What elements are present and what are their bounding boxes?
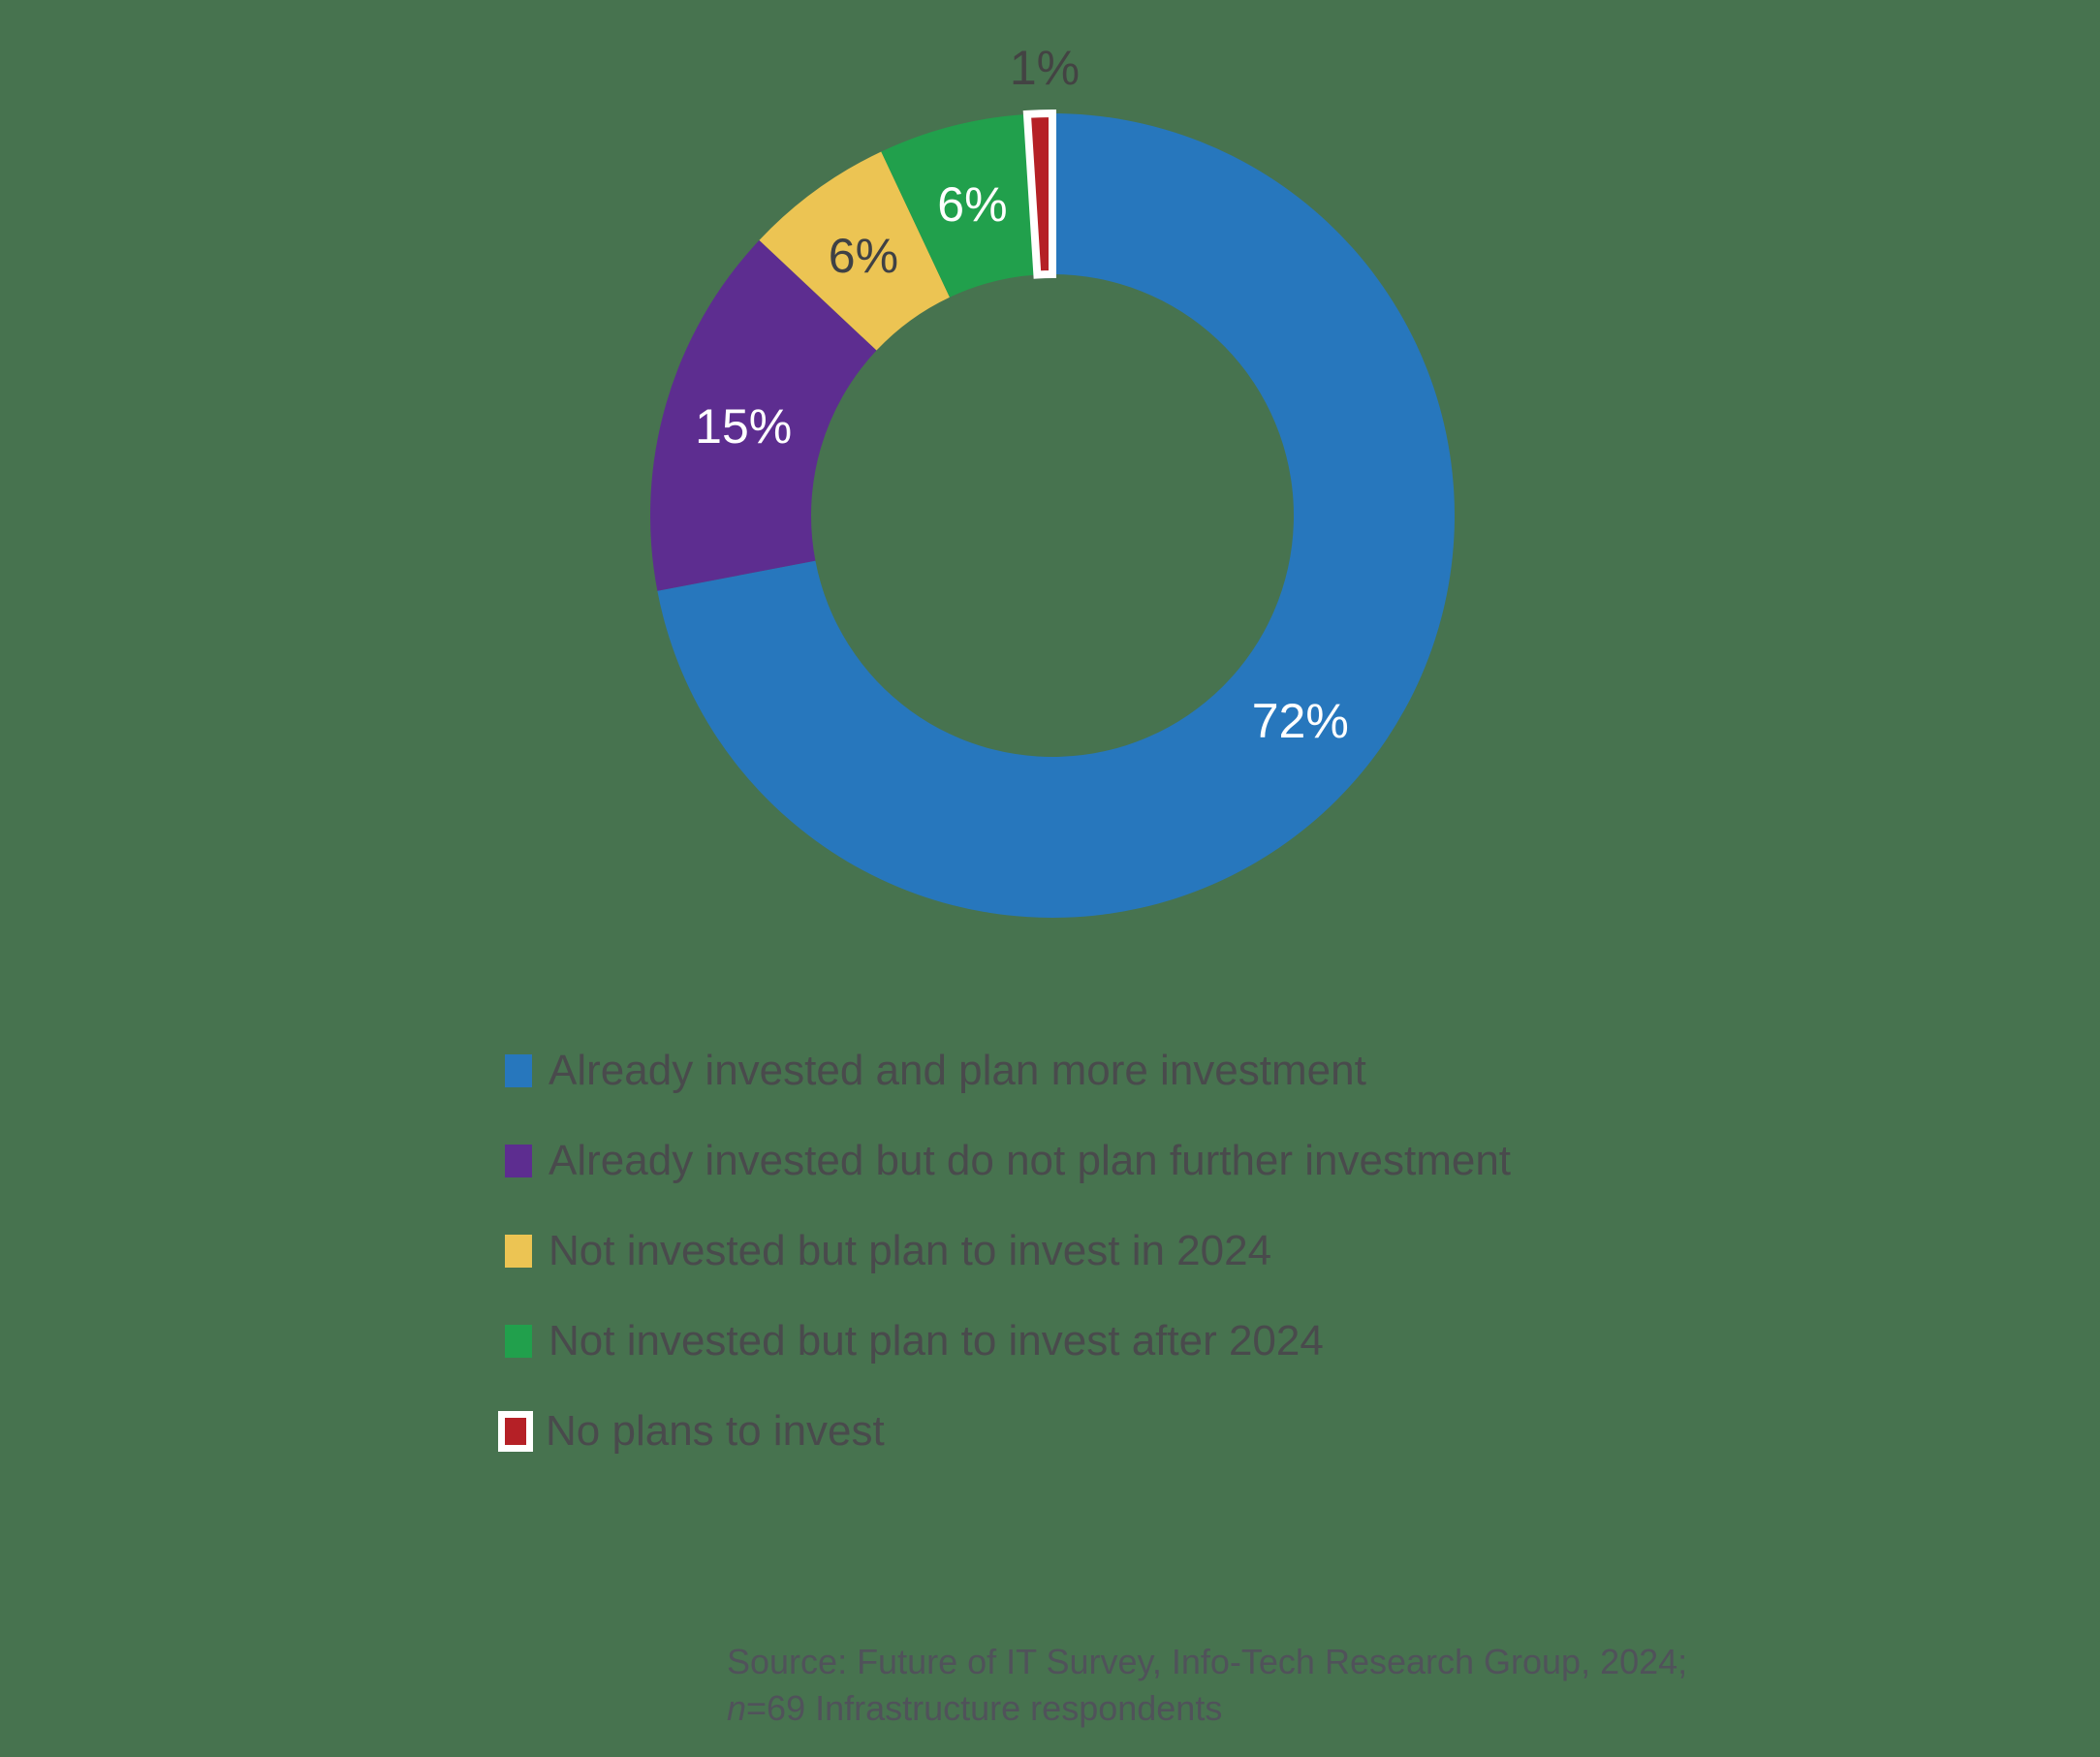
legend-swatch bbox=[505, 1054, 532, 1087]
legend-swatch bbox=[505, 1145, 532, 1177]
legend-item: Not invested but plan to invest in 2024 bbox=[505, 1230, 1511, 1272]
donut-slice-3 bbox=[759, 151, 950, 351]
source-note: Source: Future of IT Survey, Info-Tech R… bbox=[727, 1639, 1687, 1732]
slice-label-outside: 1% bbox=[1009, 41, 1081, 95]
donut-slice-4 bbox=[881, 113, 1038, 298]
legend-swatch bbox=[505, 1325, 532, 1358]
source-line-1: Source: Future of IT Survey, Info-Tech R… bbox=[727, 1642, 1688, 1681]
slice-label: 15% bbox=[695, 399, 792, 454]
source-line-2: n=69 Infrastructure respondents bbox=[727, 1688, 1223, 1728]
donut-slice-2 bbox=[649, 239, 877, 591]
legend-swatch bbox=[498, 1411, 533, 1452]
legend-swatch bbox=[505, 1235, 532, 1268]
slice-label: 6% bbox=[937, 177, 1007, 232]
legend-item: Not invested but plan to invest after 20… bbox=[505, 1320, 1511, 1363]
legend-item: No plans to invest bbox=[498, 1407, 1511, 1455]
legend-label: Not invested but plan to invest in 2024 bbox=[549, 1227, 1272, 1274]
slice-label: 72% bbox=[1252, 694, 1349, 748]
legend-item: Already invested but do not plan further… bbox=[505, 1140, 1511, 1182]
legend-item: Already invested and plan more investmen… bbox=[505, 1050, 1511, 1092]
legend-label: No plans to invest bbox=[546, 1407, 885, 1455]
legend-label: Already invested but do not plan further… bbox=[549, 1137, 1512, 1184]
donut-slice-5 bbox=[1022, 109, 1056, 279]
legend-label: Already invested and plan more investmen… bbox=[549, 1047, 1366, 1094]
slice-label: 6% bbox=[829, 229, 898, 283]
legend-label: Not invested but plan to invest after 20… bbox=[549, 1317, 1324, 1365]
sample-size-n: n bbox=[727, 1688, 747, 1728]
donut-slice-1 bbox=[657, 113, 1455, 918]
chart-legend: Already invested and plan more investmen… bbox=[498, 1050, 1511, 1500]
